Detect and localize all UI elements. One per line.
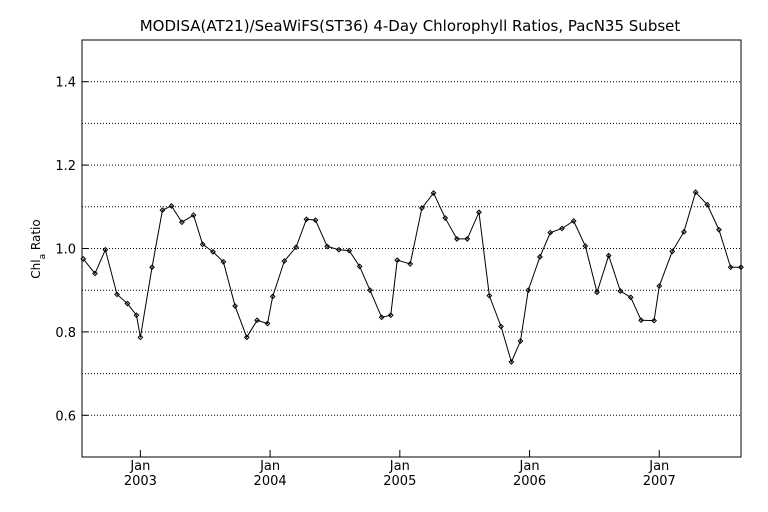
data-point	[594, 289, 600, 296]
data-point	[232, 303, 238, 309]
data-point	[312, 217, 319, 224]
data-point	[498, 323, 504, 330]
data-point	[254, 317, 261, 324]
data-point	[92, 270, 98, 277]
y-tick-label: 1.4	[55, 76, 76, 91]
data-point	[525, 287, 532, 294]
data-point	[303, 216, 310, 223]
y-gridlines	[82, 81, 741, 416]
data-point	[738, 264, 744, 271]
data-point	[124, 300, 131, 307]
data-point	[605, 252, 612, 259]
data-point	[335, 246, 342, 253]
x-tick-month-label: Jan	[129, 459, 150, 474]
data-point	[464, 236, 471, 242]
plot-frame	[81, 39, 742, 458]
data-point	[656, 283, 663, 289]
data-point	[80, 256, 87, 262]
data-point	[727, 264, 734, 271]
data-point	[324, 243, 331, 250]
data-point	[387, 312, 394, 319]
data-point	[220, 258, 227, 265]
data-point	[394, 257, 401, 264]
y-axis-label-main: Chl	[29, 259, 43, 278]
data-point	[582, 243, 589, 249]
data-series-line	[80, 189, 744, 365]
data-point	[669, 248, 676, 255]
data-point	[137, 334, 144, 341]
y-axis-ticks: 0.6 0.8 1.0 1.2 1.4	[55, 76, 88, 424]
series-line	[82, 191, 741, 364]
data-point	[264, 320, 271, 327]
x-tick-month-label: Jan	[648, 459, 669, 474]
y-tick-label: 1.2	[55, 159, 76, 174]
data-point	[453, 236, 460, 242]
data-point	[168, 203, 175, 209]
y-axis-label: Chla Ratio	[29, 219, 48, 278]
data-point	[133, 312, 140, 319]
data-point	[476, 209, 482, 216]
x-tick-month-label: Jan	[259, 459, 280, 474]
data-point	[651, 317, 657, 324]
data-point	[617, 288, 624, 294]
x-tick-month-label: Jan	[519, 459, 540, 474]
chart-title: MODISA(AT21)/SeaWiFS(ST36) 4-Day Chlorop…	[140, 17, 681, 35]
data-point	[243, 334, 250, 341]
x-tick-year-label: 2006	[513, 474, 546, 489]
data-point	[638, 317, 645, 324]
data-point	[346, 247, 353, 254]
data-point	[716, 226, 722, 233]
y-tick-label: 0.6	[55, 409, 76, 424]
data-point	[570, 218, 577, 224]
data-point	[199, 241, 206, 248]
y-tick-label: 0.8	[55, 326, 76, 341]
data-point	[210, 248, 216, 255]
data-point	[281, 258, 288, 264]
x-tick-year-label: 2003	[124, 474, 157, 489]
data-point	[486, 292, 493, 299]
data-point	[114, 291, 120, 298]
data-point	[442, 215, 449, 221]
data-point	[508, 359, 515, 365]
x-tick-year-label: 2007	[643, 474, 676, 489]
x-tick-month-label: Jan	[389, 459, 410, 474]
data-point	[627, 294, 634, 301]
data-point	[517, 338, 524, 344]
y-tick-label: 1.0	[55, 243, 76, 258]
data-point	[159, 207, 166, 214]
data-point	[559, 225, 565, 232]
data-point	[418, 205, 425, 211]
data-point	[149, 264, 155, 271]
y-axis-label-subscript: a	[38, 254, 48, 260]
data-point	[704, 201, 711, 208]
y-axis-label-tail: Ratio	[29, 219, 43, 254]
data-point	[430, 190, 437, 196]
x-tick-year-label: 2004	[254, 474, 287, 489]
data-point	[407, 261, 414, 267]
data-point	[293, 244, 299, 251]
data-point	[692, 189, 699, 196]
data-point	[681, 228, 687, 235]
data-point	[178, 219, 185, 226]
data-point	[190, 212, 197, 219]
data-point	[269, 293, 276, 300]
data-point	[547, 229, 554, 236]
data-point	[537, 253, 543, 260]
x-tick-year-label: 2005	[383, 474, 416, 489]
data-point	[102, 246, 109, 253]
data-point	[356, 263, 363, 270]
data-point	[367, 287, 373, 294]
data-point	[378, 314, 385, 321]
